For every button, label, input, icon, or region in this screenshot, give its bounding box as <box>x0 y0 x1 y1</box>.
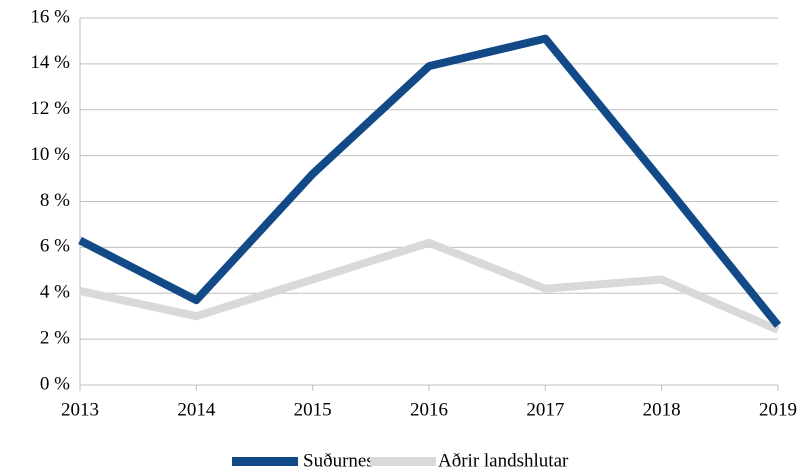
legend-swatch <box>370 457 436 466</box>
legend-label: Suðurnes <box>303 450 374 471</box>
y-tick-label: 10 % <box>30 144 70 165</box>
x-tick-label: 2014 <box>177 399 216 420</box>
y-tick-label: 6 % <box>40 236 70 257</box>
y-tick-label: 2 % <box>40 327 70 348</box>
x-tick-label: 2019 <box>759 399 797 420</box>
y-tick-label: 14 % <box>30 52 70 73</box>
series-line <box>79 238 780 334</box>
y-tick-label: 16 % <box>30 6 70 27</box>
y-tick-label: 12 % <box>30 98 70 119</box>
legend-swatch <box>232 457 298 466</box>
legend-label: Aðrir landshlutar <box>438 450 569 471</box>
y-tick-label: 8 % <box>40 190 70 211</box>
x-tick-label: 2018 <box>643 399 681 420</box>
x-tick-label: 2017 <box>526 399 564 420</box>
y-tick-label: 0 % <box>40 373 70 394</box>
x-tick-label: 2013 <box>61 399 99 420</box>
y-tick-label: 4 % <box>40 282 70 303</box>
x-tick-label: 2015 <box>294 399 332 420</box>
x-tick-label: 2016 <box>410 399 448 420</box>
series-line <box>78 34 782 328</box>
